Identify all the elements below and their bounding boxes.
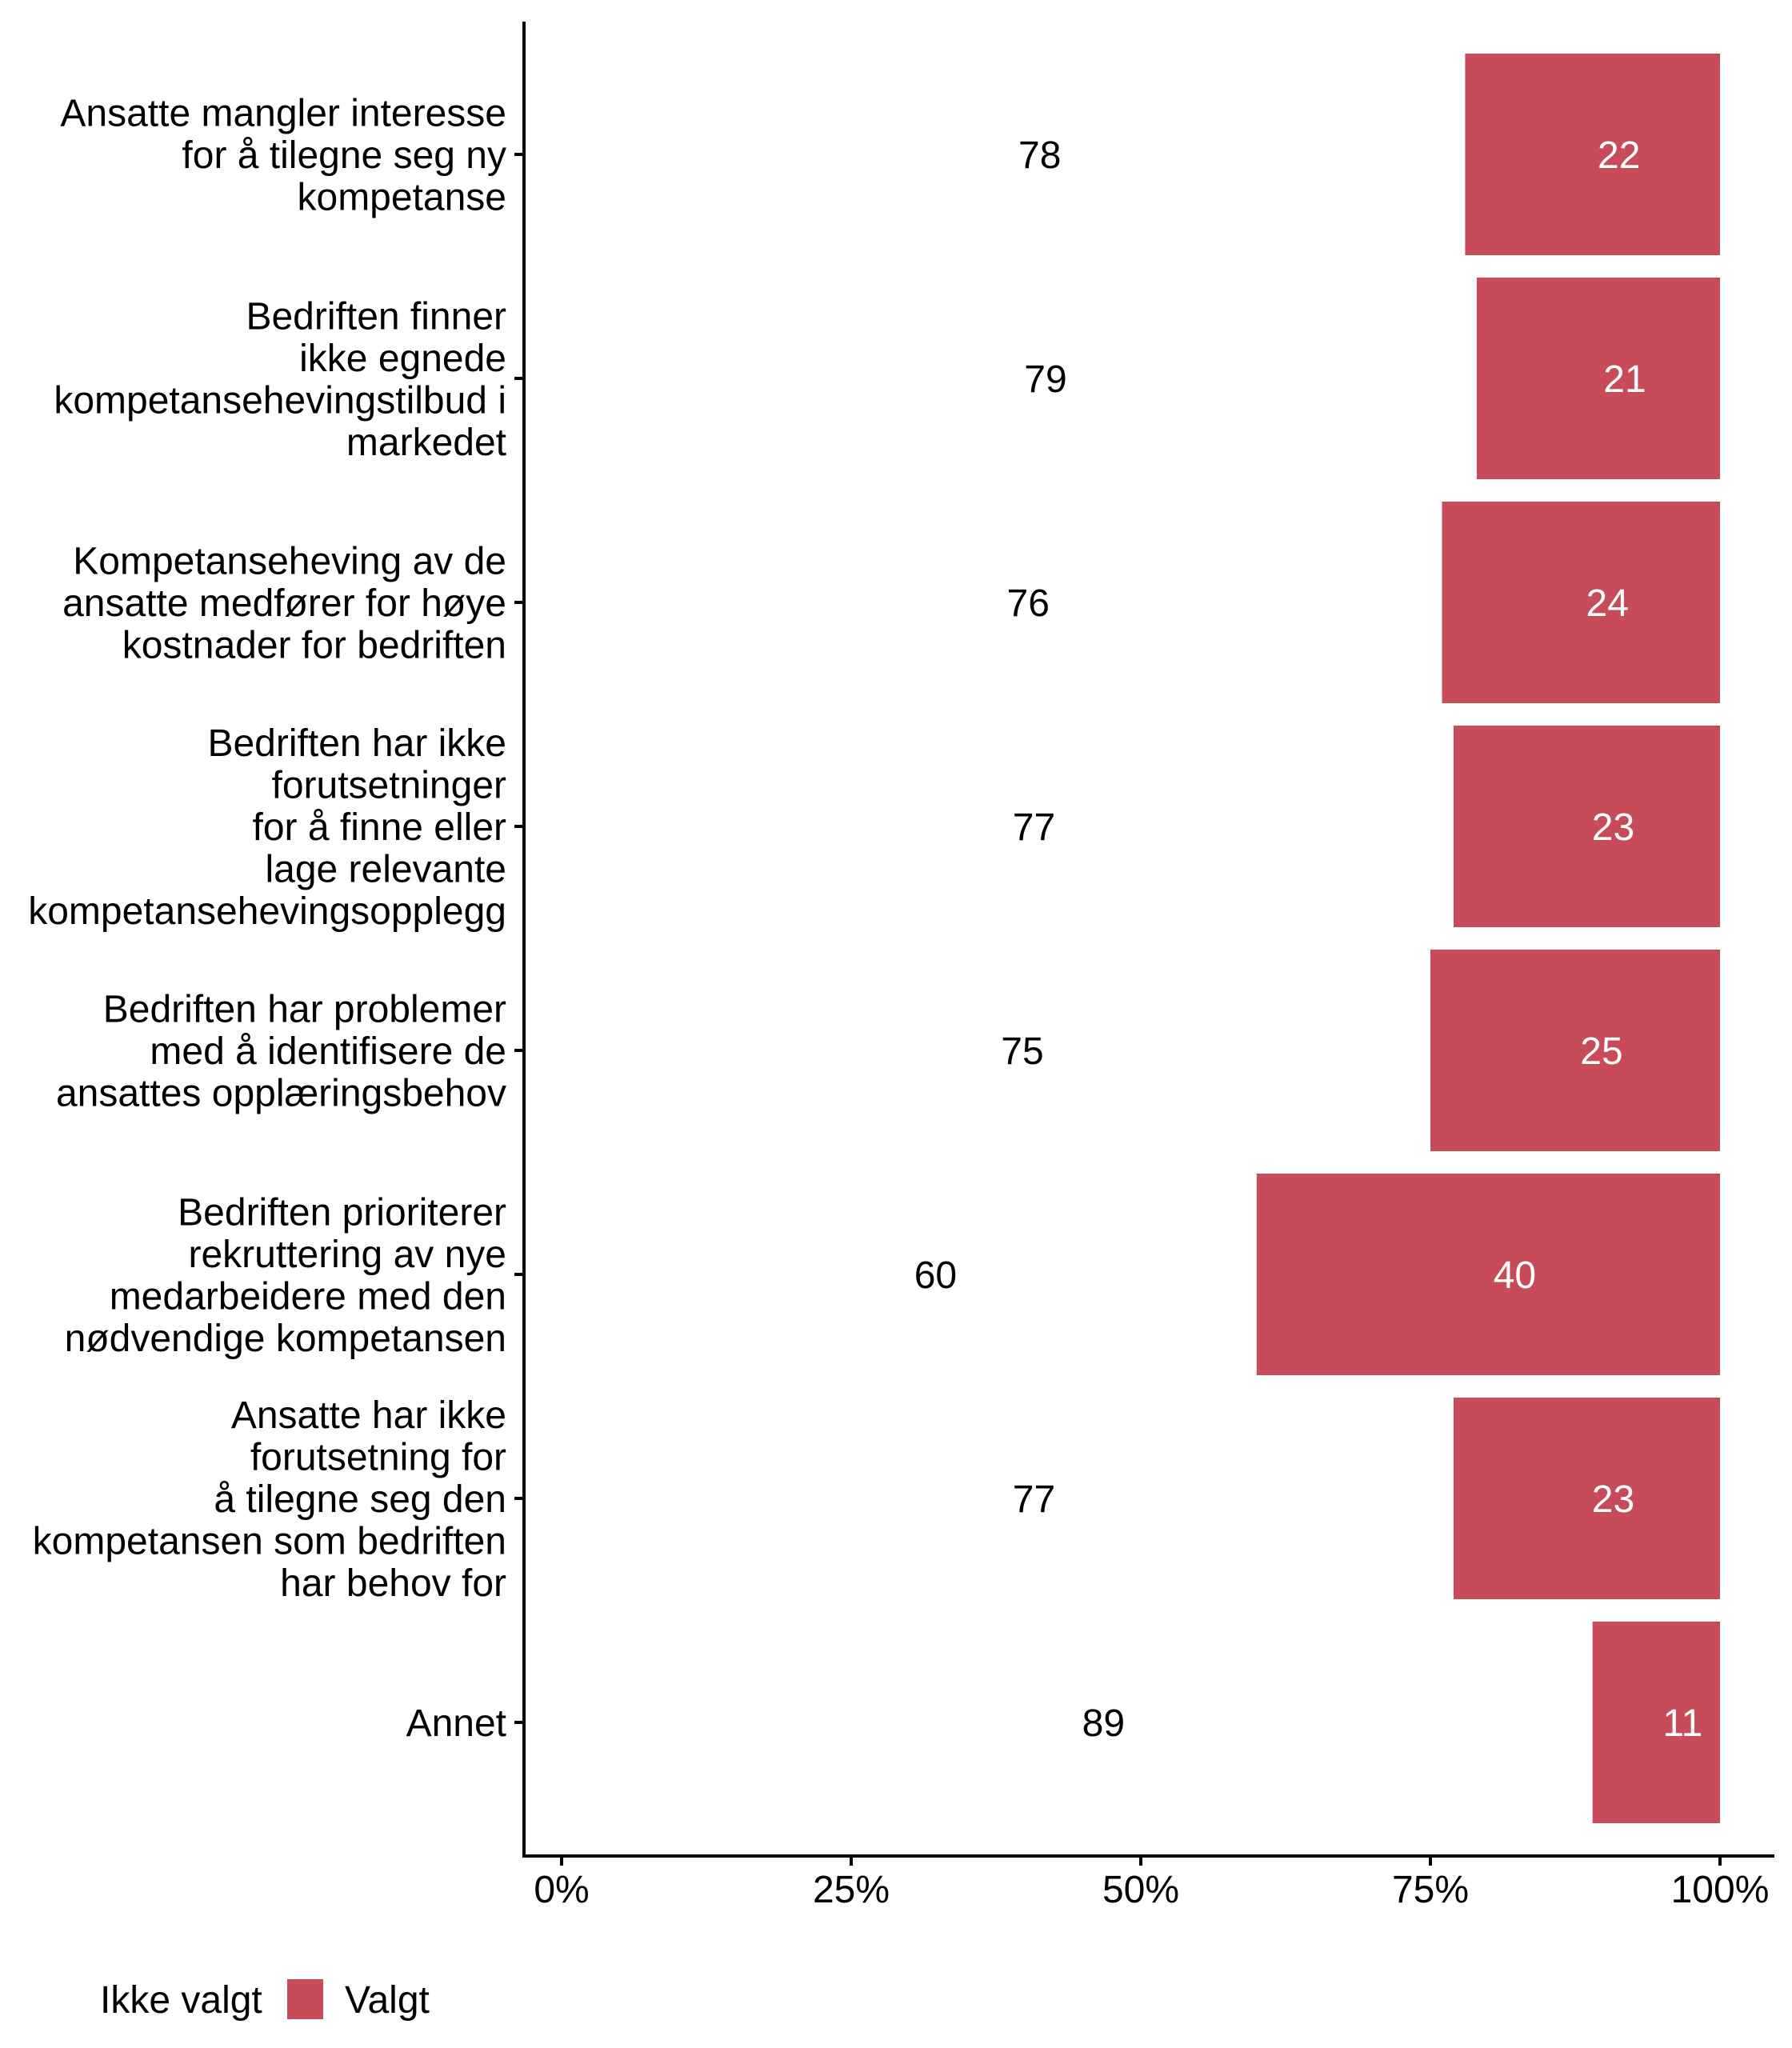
bar-segment-ikke-valgt <box>562 1398 1454 1599</box>
bars-layer <box>562 54 1720 1823</box>
y-tick-label-line: for å tilegne seg ny <box>182 134 506 177</box>
legend-label-ikke-valgt: Ikke valgt <box>100 1979 262 2022</box>
y-tick-label-line: Bedriften prioriterer <box>178 1191 506 1234</box>
bar-segment-ikke-valgt <box>562 502 1442 703</box>
x-axis-ticks: 0% 25% 50% 75% 100% <box>534 1856 1769 1911</box>
data-label-ikke-valgt: 89 <box>1082 1702 1125 1745</box>
x-tick-label: 50% <box>1102 1869 1179 1911</box>
legend: Ikke valgt Valgt <box>100 1979 430 2022</box>
data-labels-layer: 78 22 79 21 76 24 77 23 75 25 60 40 77 23 89 11 <box>914 134 1703 1745</box>
bar-segment-ikke-valgt <box>562 726 1454 927</box>
bar-segment-ikke-valgt <box>562 1622 1593 1823</box>
data-label-ikke-valgt: 78 <box>1018 134 1061 177</box>
x-tick-label: 0% <box>534 1869 589 1911</box>
data-label-ikke-valgt: 79 <box>1024 358 1066 401</box>
y-tick-label-line: for å finne eller <box>252 806 506 849</box>
data-label-valgt: 25 <box>1580 1030 1622 1073</box>
y-tick-label-line: kompetansen som bedriften <box>33 1521 506 1563</box>
bar-segment-valgt <box>1465 54 1720 255</box>
data-label-ikke-valgt: 76 <box>1007 582 1050 625</box>
y-tick-label-line: lage relevante <box>265 849 506 891</box>
y-tick-label-line: å tilegne seg den <box>214 1478 506 1521</box>
bar-segment-ikke-valgt <box>562 1174 1257 1375</box>
y-tick-label-line: markedet <box>346 422 506 464</box>
y-tick-label-line: kompetansehevingsopplegg <box>28 890 506 933</box>
y-tick-label-line: rekruttering av nye <box>188 1234 506 1276</box>
bar-segment-valgt <box>1476 278 1720 479</box>
data-label-valgt: 23 <box>1592 806 1634 849</box>
x-tick-label: 25% <box>813 1869 890 1911</box>
legend-label-valgt: Valgt <box>345 1979 430 2022</box>
x-tick-label: 100% <box>1671 1869 1770 1911</box>
y-tick-label: Bedriften har ikke forutsetninger for å fi… <box>28 722 506 933</box>
data-label-ikke-valgt: 77 <box>1013 806 1055 849</box>
y-tick-label-line: Bedriften finner <box>246 295 506 338</box>
y-tick-label: Bedriften prioriterer rekruttering av nye… <box>65 1191 506 1360</box>
x-tick-label: 75% <box>1392 1869 1469 1911</box>
y-tick-label: Ansatte har ikke forutsetning for å tilegn… <box>33 1394 506 1605</box>
data-label-ikke-valgt: 60 <box>914 1254 957 1297</box>
data-label-valgt: 24 <box>1586 582 1629 625</box>
data-label-valgt: 23 <box>1592 1478 1634 1521</box>
data-label-ikke-valgt: 77 <box>1013 1478 1055 1521</box>
y-tick-label-line: forutsetning for <box>250 1437 506 1479</box>
y-tick-label: Kompetanseheving av de ansatte medfører f… <box>62 541 506 667</box>
y-tick-label-line: med å identifisere de <box>150 1030 506 1073</box>
data-label-valgt: 40 <box>1494 1254 1536 1297</box>
y-tick-label: Bedriften har problemer med å identifiser… <box>56 989 506 1115</box>
y-tick-label: Bedriften finner ikke egnede kompetansehev… <box>54 295 506 464</box>
y-tick-label-line: Ansatte har ikke <box>231 1394 506 1437</box>
data-label-valgt: 11 <box>1662 1702 1702 1745</box>
y-tick-label-line: forutsetninger <box>271 765 506 807</box>
y-axis-ticks: Ansatte mangler interesse for å tilegne s… <box>28 93 524 1745</box>
y-tick-label-line: kostnader for bedriften <box>122 625 506 667</box>
bar-segment-ikke-valgt <box>562 54 1466 255</box>
y-tick-label-line: ansatte medfører for høye <box>62 582 506 625</box>
y-tick-label: Ansatte mangler interesse for å tilegne s… <box>60 93 506 219</box>
y-tick-label-line: ikke egnede <box>299 338 506 380</box>
data-label-valgt: 22 <box>1598 134 1640 177</box>
data-label-ikke-valgt: 75 <box>1001 1030 1043 1073</box>
bar-segment-valgt <box>1442 502 1720 703</box>
y-tick-label-line: ansattes opplæringsbehov <box>56 1073 506 1115</box>
bar-segment-ikke-valgt <box>562 950 1430 1151</box>
y-tick-label-line: nødvendige kompetansen <box>65 1318 506 1360</box>
y-tick-label-line: medarbeidere med den <box>110 1275 506 1318</box>
bar-segment-valgt <box>1453 1398 1720 1599</box>
y-tick-label-line: kompetanse <box>298 177 507 219</box>
data-label-valgt: 21 <box>1603 358 1646 401</box>
legend-swatch-valgt <box>287 1979 323 2019</box>
bar-segment-valgt <box>1592 1622 1720 1823</box>
bar-segment-ikke-valgt <box>562 278 1477 479</box>
bar-segment-valgt <box>1256 1174 1720 1375</box>
y-tick-label-line: Bedriften har ikke <box>207 722 506 765</box>
y-tick-label-line: har behov for <box>280 1562 506 1605</box>
bar-segment-valgt <box>1430 950 1720 1151</box>
y-tick-label-line: Annet <box>406 1702 506 1745</box>
y-tick-label: Annet <box>406 1702 506 1745</box>
y-tick-label-line: Bedriften har problemer <box>103 989 506 1031</box>
y-tick-label-line: kompetansehevingstilbud i <box>54 379 506 422</box>
y-tick-label-line: Ansatte mangler interesse <box>60 93 506 135</box>
bar-segment-valgt <box>1453 726 1720 927</box>
y-tick-label-line: Kompetanseheving av de <box>73 541 506 583</box>
